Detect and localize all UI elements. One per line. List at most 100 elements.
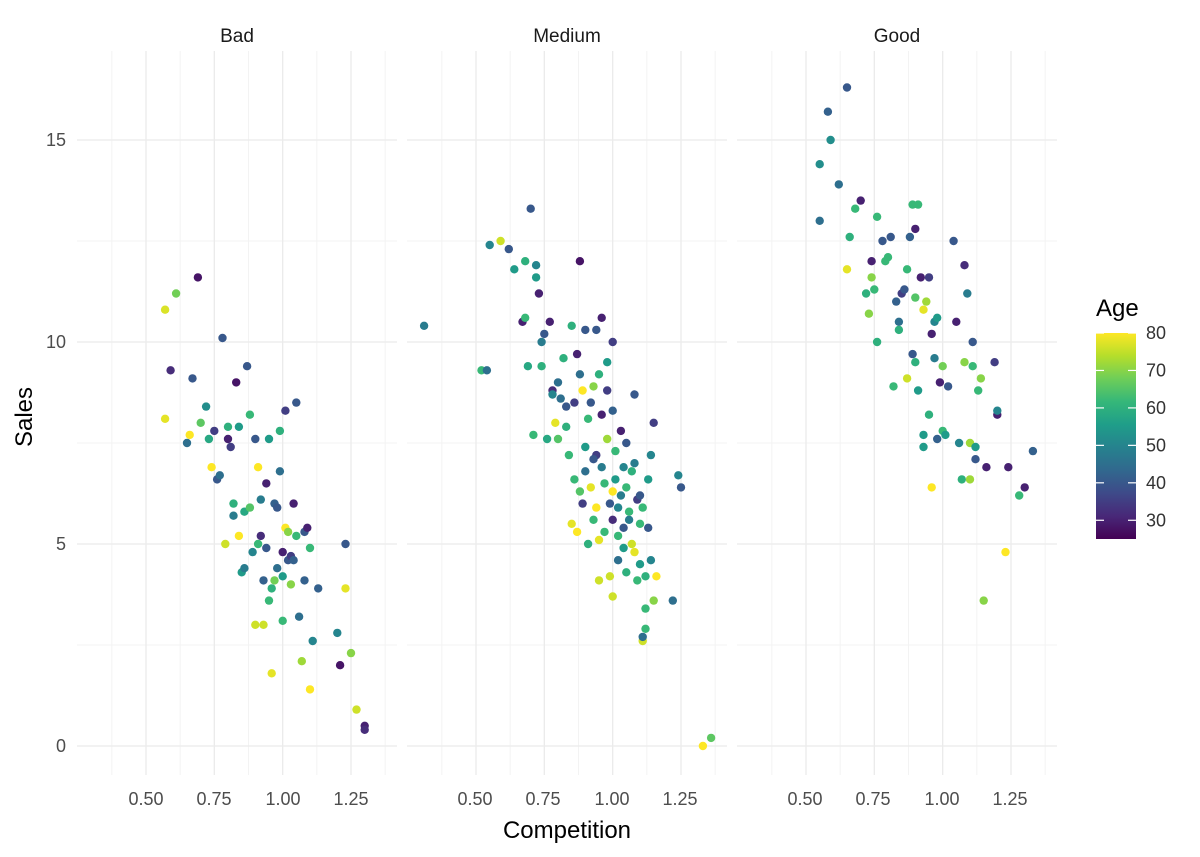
data-point — [608, 406, 617, 415]
data-point — [540, 329, 549, 339]
x-tick-label: 0.75 — [855, 789, 890, 809]
data-point — [229, 511, 238, 520]
x-axis-title: Competition — [503, 817, 631, 844]
data-point — [221, 539, 230, 549]
data-point — [872, 337, 882, 347]
y-tick-label: 15 — [46, 130, 66, 150]
data-point — [218, 333, 227, 343]
data-point — [335, 661, 345, 670]
data-point — [842, 83, 852, 92]
x-tick-label: 0.75 — [525, 789, 560, 809]
data-point — [815, 160, 824, 169]
data-point — [616, 491, 626, 500]
data-point — [193, 273, 203, 282]
data-point — [1001, 547, 1010, 557]
legend-title: Age — [1096, 295, 1139, 322]
data-point — [262, 479, 271, 488]
data-point — [264, 434, 274, 444]
x-tick-label: 0.50 — [128, 789, 163, 809]
data-point — [551, 418, 560, 427]
data-point — [166, 366, 175, 375]
data-point — [289, 556, 298, 565]
legend-tick-label: 50 — [1146, 435, 1166, 455]
data-point — [248, 547, 257, 557]
data-point — [698, 741, 708, 751]
y-tick-label: 0 — [56, 736, 66, 756]
legend-ticks: 30 40 50 60 70 80 — [1096, 323, 1166, 530]
data-point — [600, 479, 609, 488]
data-point — [902, 374, 912, 383]
data-point — [627, 467, 636, 476]
data-point — [603, 386, 612, 395]
data-point — [594, 576, 604, 585]
data-point — [613, 531, 623, 541]
data-point — [968, 362, 977, 371]
data-point — [619, 463, 628, 472]
data-point — [611, 446, 620, 456]
y-tick-label: 10 — [46, 332, 66, 352]
data-point — [608, 592, 617, 601]
facet-panel-medium — [407, 51, 727, 775]
data-point — [278, 572, 287, 581]
data-point — [627, 539, 636, 549]
data-point — [537, 362, 546, 371]
data-point — [592, 325, 601, 335]
data-point — [924, 410, 934, 419]
data-point — [924, 273, 934, 282]
data-point — [608, 337, 617, 347]
data-point — [594, 535, 604, 545]
data-point — [927, 329, 936, 339]
x-tick-label: 1.25 — [333, 789, 368, 809]
data-point — [305, 543, 315, 553]
data-point — [902, 265, 912, 274]
data-point — [635, 560, 645, 569]
legend-tick-label: 80 — [1146, 323, 1166, 343]
data-point — [870, 285, 879, 294]
data-point — [976, 374, 986, 383]
data-point — [979, 596, 988, 605]
data-point — [706, 733, 716, 743]
data-point — [526, 204, 535, 213]
data-point — [894, 317, 904, 326]
data-point — [545, 317, 554, 326]
data-point — [570, 475, 579, 484]
data-point — [333, 628, 342, 638]
data-point — [1020, 483, 1029, 492]
data-point — [294, 612, 304, 621]
data-point — [922, 297, 931, 306]
data-point — [553, 434, 563, 444]
facet-label-good: Good — [874, 26, 920, 47]
x-tick-label: 1.00 — [924, 789, 959, 809]
data-point — [572, 349, 582, 359]
data-point — [589, 382, 598, 391]
data-point — [943, 382, 953, 391]
data-point — [201, 402, 211, 411]
data-point — [300, 576, 309, 585]
data-point — [933, 313, 942, 322]
data-point — [207, 463, 216, 472]
data-point — [210, 426, 219, 436]
data-point — [608, 515, 617, 524]
facet-panel-bad — [77, 51, 397, 775]
data-point — [889, 382, 898, 391]
data-point — [292, 398, 301, 407]
data-point — [504, 244, 513, 254]
data-point — [913, 200, 923, 209]
data-point — [510, 265, 519, 274]
data-point — [262, 543, 271, 553]
data-point — [641, 572, 650, 581]
data-point — [957, 475, 966, 484]
data-point — [842, 265, 852, 274]
legend-tick-label: 60 — [1146, 398, 1166, 418]
data-point — [297, 657, 306, 666]
data-point — [308, 636, 317, 646]
data-point — [619, 523, 628, 532]
data-point — [930, 354, 939, 363]
data-point — [622, 483, 631, 492]
data-point — [990, 358, 999, 367]
data-point — [253, 539, 263, 549]
data-point — [960, 358, 969, 367]
data-point — [303, 523, 312, 532]
data-point — [965, 475, 975, 484]
